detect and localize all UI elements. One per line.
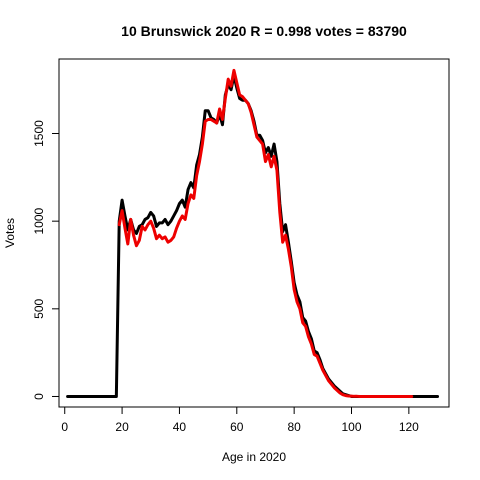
x-tick-label: 100	[341, 420, 361, 434]
series-line-red	[117, 68, 414, 398]
y-tick-label: 0	[32, 393, 46, 400]
x-tick-label: 60	[230, 420, 244, 434]
x-tick-label: 120	[399, 420, 419, 434]
x-tick-label: 20	[115, 420, 129, 434]
x-tick-label: 0	[61, 420, 68, 434]
x-tick-label: 80	[287, 420, 301, 434]
x-axis-label: Age in 2020	[222, 450, 286, 464]
x-tick-label: 40	[173, 420, 187, 434]
y-tick-label: 500	[32, 298, 46, 318]
y-axis-label: Votes	[3, 218, 17, 248]
chart-title: 10 Brunswick 2020 R = 0.998 votes = 8379…	[121, 23, 407, 39]
x-axis: 0 20 40 60 80 100 120	[61, 406, 419, 434]
y-axis: 0 500 1000 1500	[32, 120, 60, 400]
y-tick-label: 1000	[32, 207, 46, 234]
series-layer	[66, 68, 440, 398]
y-tick-label: 1500	[32, 120, 46, 147]
